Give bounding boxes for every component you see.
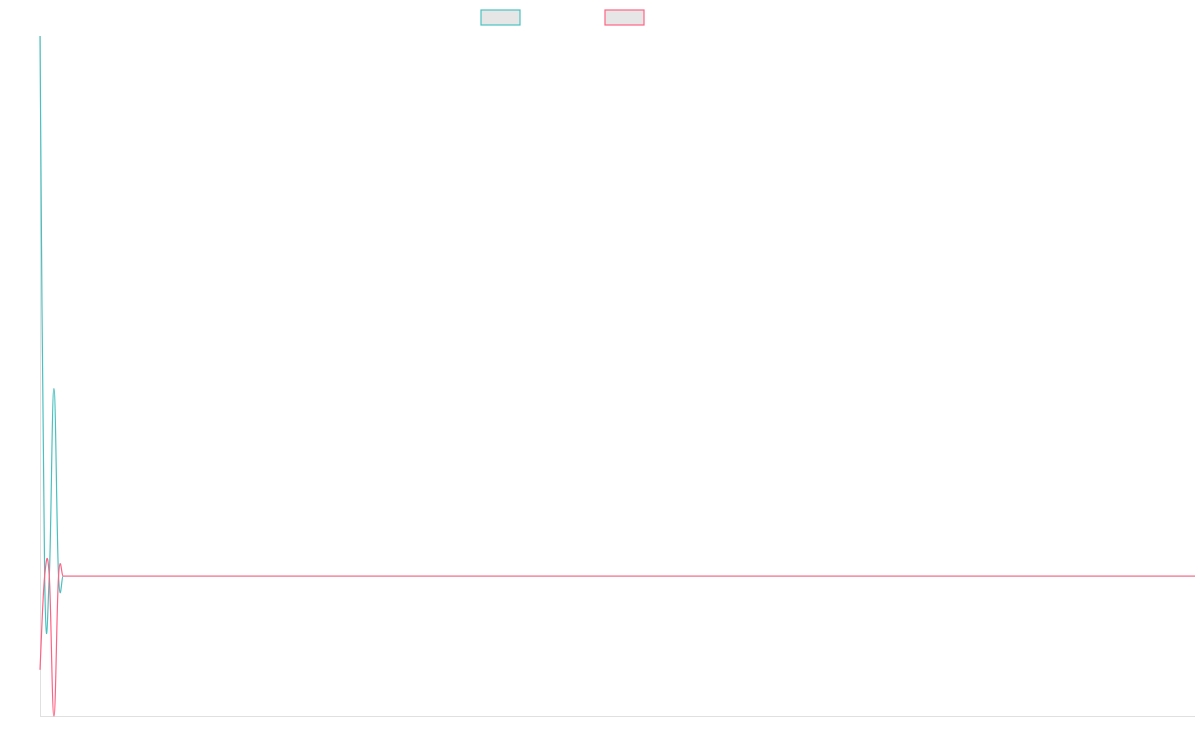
series-line-1 (39, 35, 1195, 635)
series-lines (39, 35, 1195, 717)
legend-item-2[interactable] (604, 9, 645, 26)
axes (40, 36, 1195, 717)
legend-swatch (480, 9, 521, 26)
legend-swatch (604, 9, 645, 26)
legend (480, 9, 645, 26)
series-line-2 (39, 557, 1195, 717)
legend-item-1[interactable] (480, 9, 521, 26)
